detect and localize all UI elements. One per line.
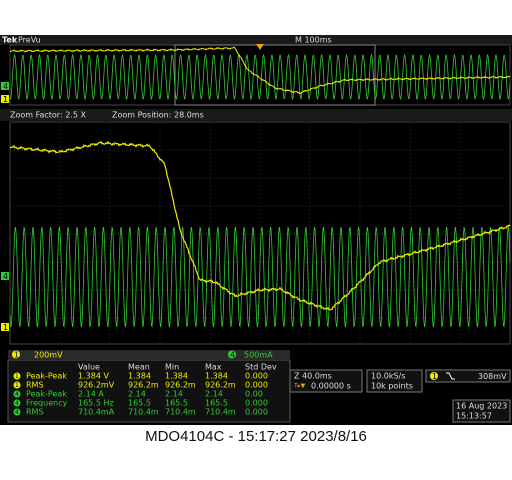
cell: 1.384 (128, 372, 151, 381)
cell: 165.5 (205, 399, 228, 408)
marker (1, 323, 9, 331)
ch4-main (9, 226, 511, 328)
col-header: Max (205, 363, 222, 372)
trig-level: 308mV (478, 372, 507, 381)
cell: 1.384 V (78, 372, 109, 381)
timebase: M 100ms (295, 36, 332, 45)
cell: 165.5 (128, 399, 151, 408)
clock-box (452, 399, 511, 423)
points: 10k points (371, 382, 413, 391)
row-name: Frequency (26, 399, 68, 408)
cell: 1.384 (205, 372, 228, 381)
marker-label: 4 (3, 82, 8, 91)
row-badge (13, 381, 21, 389)
caption: MDO4104C - 15:17:27 2023/8/16 (145, 428, 367, 445)
scale-bar (8, 350, 290, 359)
zoom-bar (0, 109, 512, 121)
delay: 0.00000 s (311, 382, 351, 391)
scope-screen: Tek PreVu M 100ms Zoom Factor: 2.5 X Zoo… (0, 35, 512, 425)
row-badge (13, 408, 21, 416)
row-name: Peak-Peak (26, 390, 67, 399)
row-name: RMS (26, 408, 44, 417)
ch-scale: 200mV (34, 351, 63, 360)
row-channel: 4 (15, 409, 19, 416)
markers: 4 1 4 1 (1, 82, 9, 332)
cell: 926.2m (205, 381, 236, 390)
ch-badge (12, 350, 20, 359)
measurements: Value Mean Min Max Std Dev 1 Peak-Peak 1.384 V 1… (13, 363, 277, 417)
cell: 926.2m (128, 381, 159, 390)
marker-label: 1 (3, 95, 8, 104)
cell: 926.2m (165, 381, 196, 390)
ch-number: 1 (14, 351, 19, 360)
row-channel: 4 (15, 391, 19, 398)
ch-badge (228, 350, 236, 359)
brand: Tek (2, 36, 18, 45)
cell: 710.4m (165, 408, 196, 417)
marker (1, 82, 9, 90)
cell: 0.000 (245, 372, 268, 381)
marker-label: 4 (3, 272, 8, 281)
ch1-preview (9, 46, 511, 95)
col-header: Value (78, 363, 100, 372)
zoom-factor: Zoom Factor: 2.5 X (10, 111, 86, 120)
cell: 2.14 A (78, 390, 104, 399)
meas-box (7, 359, 291, 423)
trigger-pos (256, 44, 264, 50)
trig-ch: 1 (432, 372, 437, 381)
cell: 926.2mV (78, 381, 115, 390)
cell: 710.4m (205, 408, 236, 417)
ch1-main (9, 140, 511, 311)
cell: 2.14 (205, 390, 223, 399)
cell: 0.000 (245, 399, 268, 408)
cell: 710.4mA (78, 408, 115, 417)
date: 16 Aug 2023 (456, 402, 507, 411)
cell: 1.384 (165, 372, 188, 381)
col-header: Std Dev (245, 363, 277, 372)
delay-icon: T▸▼ (293, 383, 306, 390)
ch-scale: 500mA (244, 351, 273, 360)
zoom-position: Zoom Position: 28.0ms (112, 111, 204, 120)
ch-number: 4 (230, 351, 235, 360)
rate: 10.0kS/s (371, 372, 405, 381)
cell: 0.000 (245, 381, 268, 390)
marker (1, 95, 9, 103)
row-badge (13, 399, 21, 407)
cell: 710.4m (128, 408, 159, 417)
row-channel: 1 (15, 382, 19, 389)
time: 15:13:57 (456, 412, 492, 421)
cell: 0.000 (245, 408, 268, 417)
preview-bar (0, 35, 512, 45)
cell: 165.5 (165, 399, 188, 408)
acq-box (366, 369, 423, 393)
marker-label: 1 (3, 323, 8, 332)
cell: 0.00 (245, 390, 263, 399)
cell: 165.5 Hz (78, 399, 114, 408)
row-badge (13, 390, 21, 398)
cell: 2.14 (165, 390, 183, 399)
row-badge (13, 372, 21, 380)
h-box (289, 369, 363, 393)
col-header: Min (165, 363, 179, 372)
mode: PreVu (18, 36, 41, 45)
col-header: Mean (128, 363, 150, 372)
row-channel: 4 (15, 400, 19, 407)
slope (446, 372, 455, 380)
marker (1, 272, 9, 280)
row-name: Peak-Peak (26, 372, 67, 381)
row-name: RMS (26, 381, 44, 390)
row-channel: 1 (15, 373, 19, 380)
trig-badge (430, 372, 438, 380)
ch4-preview (9, 53, 511, 101)
waveforms (9, 46, 511, 328)
cell: 2.14 (128, 390, 146, 399)
zoom-window (174, 44, 376, 106)
zoom-time: Z 40.0ms (294, 372, 332, 381)
